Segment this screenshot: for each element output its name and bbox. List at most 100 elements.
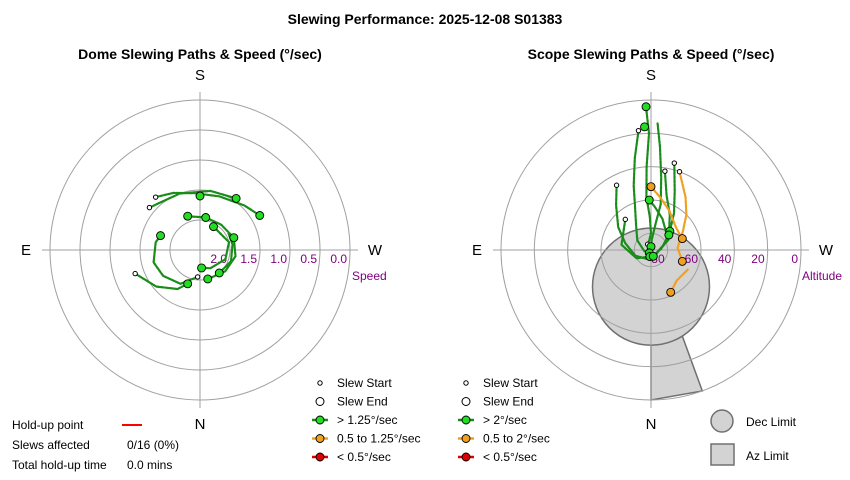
scope-slew-end-point <box>646 182 656 192</box>
scope-tick-label: 20 <box>751 252 765 266</box>
scope-legend-label: 0.5 to 2°/sec <box>483 432 550 446</box>
dome-legend-label: Slew Start <box>337 376 392 390</box>
scope-slew-start-point <box>671 160 677 166</box>
dome-tick-label: 2.0 <box>210 252 227 266</box>
scope-radial-label: Altitude <box>802 269 842 283</box>
dome-legend: Slew Start Slew End > 1.25°/sec 0.5 to 1.25… <box>312 376 421 464</box>
holdup-time-label: Total hold-up time <box>12 458 107 472</box>
scope-tick-label: 60 <box>685 252 699 266</box>
slews-affected-value: 0/16 (0%) <box>127 438 179 452</box>
dome-compass-s: S <box>195 67 205 84</box>
dome-legend-marker-dot-medium <box>315 434 325 443</box>
scope-slew-paths <box>615 105 689 294</box>
dome-compass-e: E <box>21 242 31 259</box>
dome-legend-marker-end <box>315 397 325 406</box>
scope-slew-end-point <box>664 230 674 240</box>
scope-legend-marker-dot-slow <box>461 452 471 462</box>
dome-slew-path-fast <box>154 191 261 217</box>
scope-slew-start-point <box>635 127 642 134</box>
dome-tick-label: 0.0 <box>330 252 347 266</box>
holdup-time-value: 0.0 mins <box>127 458 172 472</box>
scope-slew-path-medium <box>649 185 684 240</box>
scope-compass-s: S <box>646 67 656 84</box>
scope-slew-start-point <box>676 168 683 175</box>
scope-tick-label: 0 <box>791 252 798 266</box>
scope-compass-w: W <box>819 242 834 259</box>
dome-compass-n: N <box>195 416 206 433</box>
dome-legend-marker-start <box>317 380 323 386</box>
scope-polar-chart: Scope Slewing Paths & Speed (°/sec) S N … <box>472 46 842 433</box>
scope-slew-start-point <box>622 216 628 223</box>
dome-tick-label: 1.5 <box>240 252 257 266</box>
scope-legend-label: Slew End <box>483 395 534 409</box>
scope-legend-marker-dot-medium <box>461 434 471 443</box>
slews-affected-label: Slews affected <box>12 438 90 452</box>
dome-legend-label: < 0.5°/sec <box>337 450 391 464</box>
scope-legend-marker-start <box>463 380 469 386</box>
scope-slew-start-point <box>613 182 620 188</box>
dome-tick-label: 0.5 <box>300 252 317 266</box>
scope-compass-n: N <box>646 416 657 433</box>
dome-slew-end-point <box>229 233 239 243</box>
dome-slew-end-point <box>203 274 213 284</box>
dome-slew-end-point <box>214 268 224 278</box>
dome-tick-label: 1.0 <box>270 252 287 266</box>
dec-limit-label: Dec Limit <box>746 415 797 429</box>
scope-slew-end-point <box>677 256 687 266</box>
dome-slew-start-point <box>146 204 153 211</box>
scope-slew-path-fast <box>615 184 648 260</box>
dec-limit-swatch <box>710 409 734 433</box>
dome-slew-end-point <box>195 191 205 201</box>
scope-slew-path-fast <box>620 218 651 260</box>
dome-legend-label: 0.5 to 1.25°/sec <box>337 432 421 446</box>
dome-slew-end-point <box>197 263 207 273</box>
scope-slew-path-fast <box>632 129 651 254</box>
dome-slew-end-point <box>255 211 265 220</box>
dome-slew-path-fast <box>148 189 238 209</box>
scope-slew-end-point <box>644 195 654 205</box>
dome-chart-title: Dome Slewing Paths & Speed (°/sec) <box>78 46 322 62</box>
dome-compass-w: W <box>368 242 383 259</box>
scope-slew-points <box>613 102 687 297</box>
scope-legend-marker-end <box>461 397 471 406</box>
dome-radial-ticks: 2.0 1.5 1.0 0.5 0.0 <box>210 252 347 266</box>
dome-legend-label: > 1.25°/sec <box>337 413 398 427</box>
dome-slew-start-point <box>132 270 138 277</box>
dome-slew-start-point <box>152 194 159 200</box>
dome-slew-end-point <box>156 231 165 241</box>
holdup-info: Hold-up point Slews affected 0/16 (0%) T… <box>12 418 179 472</box>
dome-legend-marker-dot-slow <box>315 452 325 462</box>
dome-slew-end-point <box>183 279 193 289</box>
dome-slew-path-fast <box>152 234 199 285</box>
dome-slew-end-point <box>183 211 193 221</box>
dome-slew-end-point <box>209 222 218 232</box>
scope-slew-path-fast <box>649 122 663 248</box>
dome-slew-path-fast <box>200 225 231 270</box>
scope-slew-path-fast <box>644 105 653 246</box>
scope-legend-marker-dot-fast <box>461 415 471 425</box>
scope-slew-end-point <box>641 102 651 112</box>
scope-slew-end-point <box>666 287 676 297</box>
dome-slew-end-point <box>231 193 241 203</box>
scope-slew-end-point <box>677 234 687 244</box>
scope-slew-path-fast <box>648 198 670 258</box>
scope-slew-end-point <box>648 251 658 261</box>
dome-legend-label: Slew End <box>337 395 388 409</box>
scope-legend-label: Slew Start <box>483 376 538 390</box>
dome-legend-marker-dot-fast <box>315 415 325 425</box>
figure-title: Slewing Performance: 2025-12-08 S01383 <box>288 11 563 27</box>
scope-slew-end-point <box>640 122 649 132</box>
dome-slew-points <box>132 191 265 289</box>
scope-legend-label: > 2°/sec <box>483 413 527 427</box>
dome-axes <box>42 92 358 408</box>
dome-slew-end-point <box>201 213 211 222</box>
scope-chart-title: Scope Slewing Paths & Speed (°/sec) <box>528 46 775 62</box>
dome-radial-label: Speed <box>352 269 387 283</box>
az-limit-label: Az Limit <box>746 449 789 463</box>
holdup-point-label: Hold-up point <box>12 418 84 432</box>
dome-polar-chart: Dome Slewing Paths & Speed (°/sec) S N E… <box>21 46 387 433</box>
dome-slew-start-point <box>194 274 201 280</box>
scope-compass-e: E <box>472 242 482 259</box>
scope-slew-path-medium <box>676 170 688 263</box>
